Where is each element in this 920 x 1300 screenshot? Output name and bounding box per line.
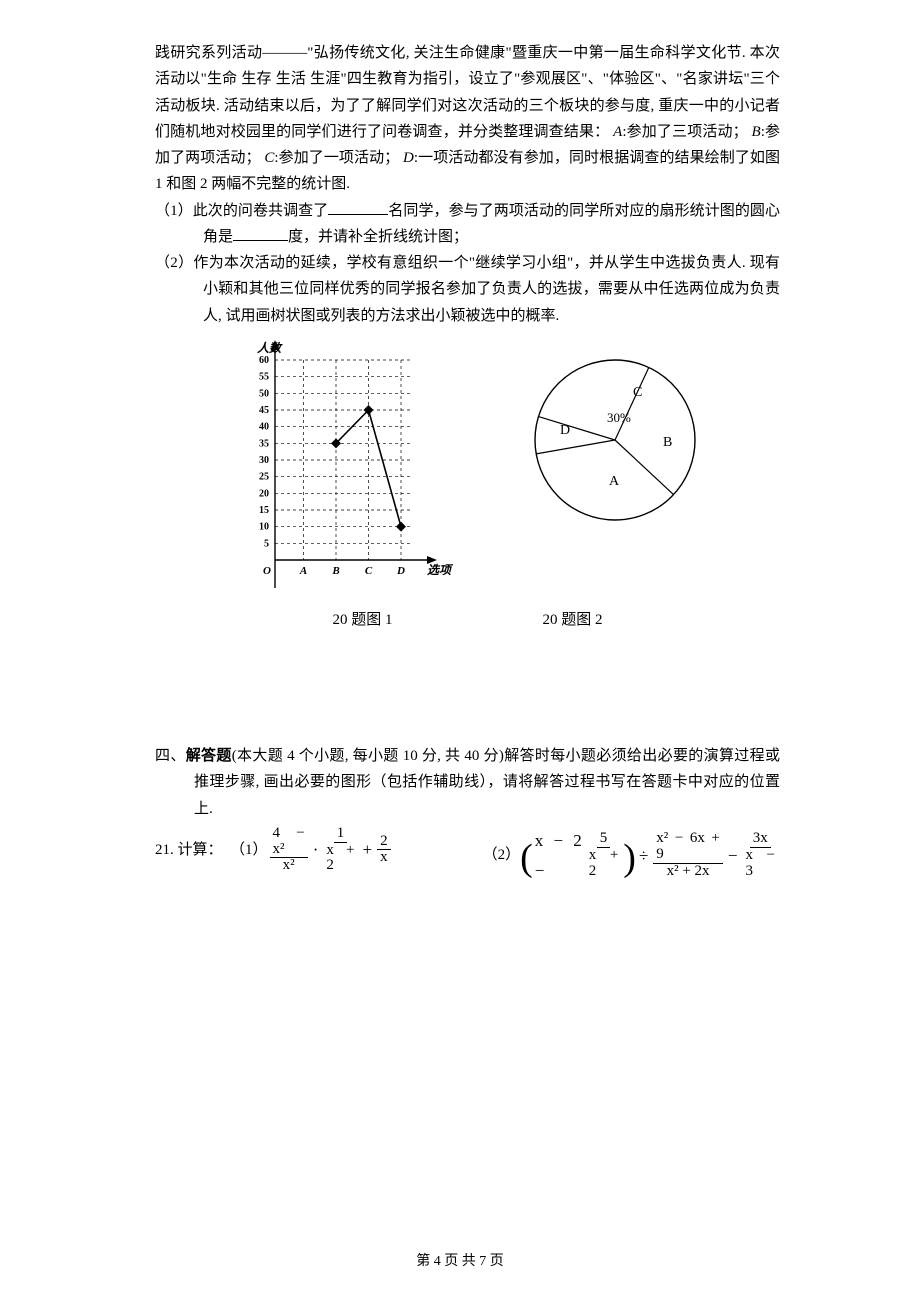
q21-row: 21. 计算： （1） 4 − x²x² · 1x + 2 + 2x （2） (… — [155, 826, 780, 886]
svg-text:B: B — [663, 435, 672, 450]
frac-5: x² − 6x + 9x² + 2x — [653, 831, 723, 879]
inner-a: x − 2 − — [533, 826, 584, 886]
svg-text:D: D — [396, 565, 405, 577]
q21-expr2: ( x − 2 − 5x + 2 ) ÷ x² − 6x + 9x² + 2x … — [520, 826, 780, 886]
svg-text:A: A — [299, 565, 307, 577]
svg-text:15: 15 — [259, 505, 269, 516]
label-B: B — [752, 124, 761, 140]
blank-2 — [233, 225, 288, 241]
sec4-num: 四、 — [155, 748, 186, 764]
svg-text:35: 35 — [259, 438, 269, 449]
q21-expr1: 4 − x²x² · 1x + 2 + 2x — [268, 826, 393, 874]
intro-text-a: :参加了三项活动； — [622, 124, 747, 140]
frac-2: 1x + 2 — [323, 826, 357, 874]
div-op: ÷ — [636, 841, 651, 871]
question-2: （2）作为本次活动的延续，学校有意组织一个"继续学习小组"，并从学生中选拔负责人… — [155, 250, 780, 329]
svg-text:O: O — [263, 565, 271, 577]
svg-text:30: 30 — [259, 455, 269, 466]
svg-text:选项: 选项 — [427, 563, 454, 577]
plus-op: + — [360, 835, 376, 865]
svg-text:20: 20 — [259, 488, 269, 499]
svg-text:C: C — [365, 565, 373, 577]
sec4-rest: (本大题 4 个小题, 每小题 10 分, 共 40 分)解答时每小题必须给出必… — [194, 748, 780, 817]
svg-text:40: 40 — [259, 421, 269, 432]
intro-text-c: :参加了一项活动； — [274, 150, 399, 166]
frac-3: 2x — [377, 834, 391, 867]
svg-text:45: 45 — [259, 405, 269, 416]
blank-1 — [328, 199, 388, 215]
footer-text: 第 4 页 共 7 页 — [416, 1254, 504, 1269]
svg-text:5: 5 — [264, 538, 269, 549]
svg-text:10: 10 — [259, 521, 269, 532]
caption-fig1: 20 题图 1 — [332, 607, 392, 633]
intro-paragraph: 践研究系列活动———"弘扬传统文化, 关注生命健康"暨重庆一中第一届生命科学文化… — [155, 40, 780, 198]
svg-text:30%: 30% — [607, 410, 631, 425]
svg-text:人数: 人数 — [257, 341, 283, 355]
dot-op: · — [310, 835, 322, 865]
label-D: D — [403, 150, 414, 166]
page-footer: 第 4 页 共 7 页 — [0, 1250, 920, 1270]
q2-text: （2）作为本次活动的延续，学校有意组织一个"继续学习小组"，并从学生中选拔负责人… — [155, 255, 780, 324]
svg-text:A: A — [609, 474, 620, 489]
minus-op: − — [725, 841, 741, 871]
svg-text:25: 25 — [259, 471, 269, 482]
section-4-heading: 四、解答题(本大题 4 个小题, 每小题 10 分, 共 40 分)解答时每小题… — [155, 743, 780, 822]
svg-text:60: 60 — [259, 355, 269, 366]
pie-chart: C30% D B A — [515, 335, 715, 545]
q21-part1: 21. 计算： （1） 4 − x²x² · 1x + 2 + 2x — [155, 826, 393, 874]
svg-text:C: C — [633, 385, 642, 400]
caption-fig2: 20 题图 2 — [543, 607, 603, 633]
question-1: （1）此次的问卷共调查了名同学，参与了两项活动的同学所对应的扇形统计图的圆心角是… — [155, 198, 780, 251]
q21-part2-prefix: （2） — [483, 842, 521, 868]
label-A: A — [613, 124, 622, 140]
svg-text:D: D — [560, 423, 570, 438]
label-C: C — [264, 150, 274, 166]
q1-text-a: （1）此次的问卷共调查了 — [155, 203, 328, 219]
svg-text:B: B — [331, 565, 339, 577]
sec4-title: 解答题 — [186, 748, 232, 764]
svg-text:50: 50 — [259, 388, 269, 399]
frac-4: 5x + 2 — [586, 831, 622, 879]
frac-1: 4 − x²x² — [270, 826, 308, 874]
svg-text:55: 55 — [259, 371, 269, 382]
q21-part2: （2） ( x − 2 − 5x + 2 ) ÷ x² − 6x + 9x² +… — [483, 826, 780, 886]
line-chart: 5 10 15 20 25 30 35 40 45 50 55 60 A B C D 人数选项 O — [220, 335, 455, 595]
frac-6: 3xx − 3 — [742, 831, 778, 879]
q1-text-c: 度，并请补全折线统计图； — [288, 229, 468, 245]
figures-row: 51015202530354045505560ABCD人数选项O C30%DBA — [155, 335, 780, 595]
figure-captions: 20 题图 1 20 题图 2 — [155, 607, 780, 633]
q21-prefix: 21. 计算： （1） — [155, 837, 268, 863]
